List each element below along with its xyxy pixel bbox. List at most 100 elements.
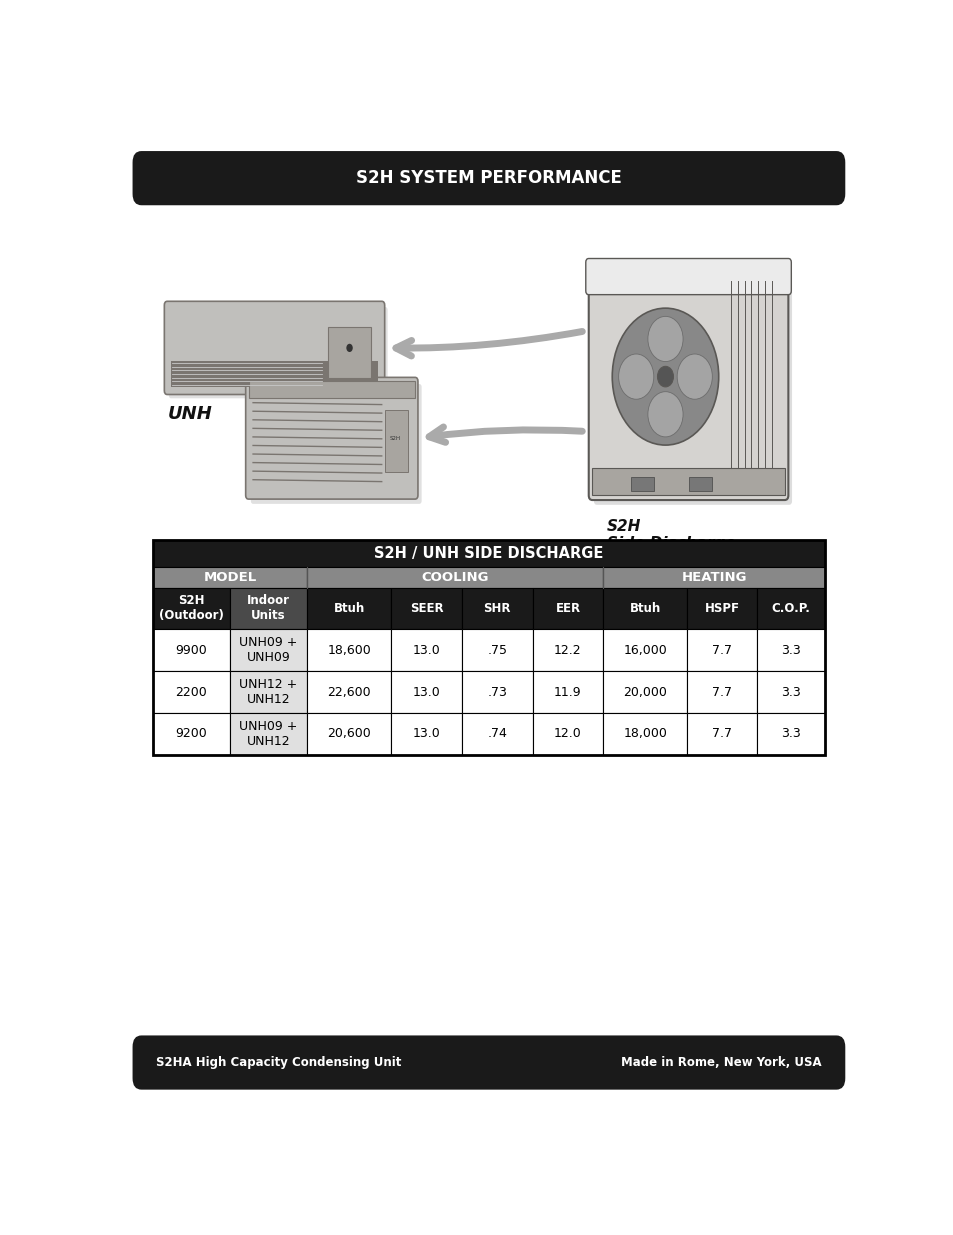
Bar bbox=[171, 361, 377, 387]
Text: S2H: S2H bbox=[389, 436, 400, 441]
Bar bbox=[532, 672, 602, 713]
Text: .75: .75 bbox=[487, 643, 507, 657]
Text: 3.3: 3.3 bbox=[781, 643, 801, 657]
Bar bbox=[756, 713, 824, 755]
Circle shape bbox=[647, 316, 682, 362]
Text: .74: .74 bbox=[487, 727, 507, 741]
Text: .73: .73 bbox=[487, 685, 507, 699]
Bar bbox=[687, 672, 756, 713]
Text: UNH12 +
UNH12: UNH12 + UNH12 bbox=[239, 678, 297, 706]
Text: 11.9: 11.9 bbox=[554, 685, 581, 699]
Bar bbox=[602, 588, 687, 630]
FancyBboxPatch shape bbox=[132, 151, 844, 205]
Text: 9200: 9200 bbox=[175, 727, 207, 741]
Text: C.O.P.: C.O.P. bbox=[771, 601, 810, 615]
Bar bbox=[532, 630, 602, 672]
Bar bbox=[602, 630, 687, 672]
Bar bbox=[152, 540, 824, 567]
Text: 13.0: 13.0 bbox=[413, 727, 440, 741]
Bar bbox=[249, 382, 415, 399]
Text: Indoor
Units: Indoor Units bbox=[247, 594, 290, 622]
Bar bbox=[391, 630, 461, 672]
Bar bbox=[385, 410, 408, 473]
Bar bbox=[152, 540, 824, 755]
Text: EER: EER bbox=[555, 601, 580, 615]
Text: 12.2: 12.2 bbox=[554, 643, 581, 657]
FancyBboxPatch shape bbox=[588, 262, 787, 500]
FancyBboxPatch shape bbox=[594, 269, 791, 505]
Bar bbox=[230, 588, 307, 630]
Circle shape bbox=[346, 343, 353, 352]
Bar bbox=[532, 713, 602, 755]
Text: 7.7: 7.7 bbox=[711, 727, 731, 741]
FancyBboxPatch shape bbox=[246, 378, 417, 499]
Circle shape bbox=[612, 309, 718, 445]
Text: HSPF: HSPF bbox=[704, 601, 739, 615]
Text: 13.0: 13.0 bbox=[413, 685, 440, 699]
Bar bbox=[391, 588, 461, 630]
Bar bbox=[152, 630, 230, 672]
Bar bbox=[461, 672, 532, 713]
Text: 7.7: 7.7 bbox=[711, 643, 731, 657]
Text: SEER: SEER bbox=[410, 601, 443, 615]
Text: 20,600: 20,600 bbox=[327, 727, 371, 741]
FancyBboxPatch shape bbox=[251, 384, 421, 504]
Text: SHR: SHR bbox=[483, 601, 511, 615]
Bar bbox=[756, 672, 824, 713]
Bar bbox=[687, 713, 756, 755]
Bar bbox=[230, 672, 307, 713]
Bar bbox=[307, 713, 391, 755]
Text: Btuh: Btuh bbox=[629, 601, 660, 615]
Circle shape bbox=[647, 391, 682, 437]
FancyBboxPatch shape bbox=[169, 308, 387, 399]
Circle shape bbox=[618, 354, 653, 399]
Text: MODEL: MODEL bbox=[203, 571, 256, 584]
Bar bbox=[307, 567, 602, 588]
Text: Btuh: Btuh bbox=[334, 601, 365, 615]
Text: 18,600: 18,600 bbox=[327, 643, 371, 657]
Bar bbox=[391, 672, 461, 713]
Bar bbox=[602, 567, 824, 588]
Bar bbox=[688, 477, 711, 490]
Bar bbox=[307, 672, 391, 713]
Bar bbox=[152, 588, 230, 630]
Bar bbox=[602, 713, 687, 755]
Text: HEATING: HEATING bbox=[680, 571, 746, 584]
Text: 2200: 2200 bbox=[175, 685, 207, 699]
Circle shape bbox=[657, 367, 673, 387]
Bar bbox=[152, 567, 307, 588]
Bar bbox=[461, 588, 532, 630]
Text: 18,000: 18,000 bbox=[622, 727, 666, 741]
Text: 3.3: 3.3 bbox=[781, 727, 801, 741]
FancyBboxPatch shape bbox=[164, 301, 384, 394]
Bar bbox=[307, 630, 391, 672]
Text: 22,600: 22,600 bbox=[327, 685, 371, 699]
Text: 7.7: 7.7 bbox=[711, 685, 731, 699]
Bar bbox=[687, 630, 756, 672]
Bar bbox=[152, 672, 230, 713]
Text: S2H
Side Discharge: S2H Side Discharge bbox=[606, 519, 735, 552]
Bar bbox=[230, 630, 307, 672]
Text: UNH09 +
UNH09: UNH09 + UNH09 bbox=[239, 636, 297, 664]
Bar bbox=[756, 588, 824, 630]
Bar bbox=[307, 588, 391, 630]
Bar bbox=[461, 713, 532, 755]
Bar bbox=[461, 630, 532, 672]
Text: 9900: 9900 bbox=[175, 643, 207, 657]
Text: S2H / UNH SIDE DISCHARGE: S2H / UNH SIDE DISCHARGE bbox=[374, 546, 603, 561]
Bar bbox=[602, 672, 687, 713]
Bar bbox=[592, 468, 783, 495]
FancyBboxPatch shape bbox=[585, 258, 790, 295]
Text: UNH09 +
UNH12: UNH09 + UNH12 bbox=[239, 720, 297, 748]
Text: Made in Rome, New York, USA: Made in Rome, New York, USA bbox=[620, 1056, 821, 1070]
Bar bbox=[532, 588, 602, 630]
Bar bbox=[756, 630, 824, 672]
Bar bbox=[230, 713, 307, 755]
Text: UNH: UNH bbox=[167, 405, 212, 422]
Bar bbox=[152, 713, 230, 755]
Bar bbox=[328, 326, 371, 378]
Text: 12.0: 12.0 bbox=[554, 727, 581, 741]
Text: 16,000: 16,000 bbox=[623, 643, 666, 657]
Text: 13.0: 13.0 bbox=[413, 643, 440, 657]
Circle shape bbox=[677, 354, 712, 399]
